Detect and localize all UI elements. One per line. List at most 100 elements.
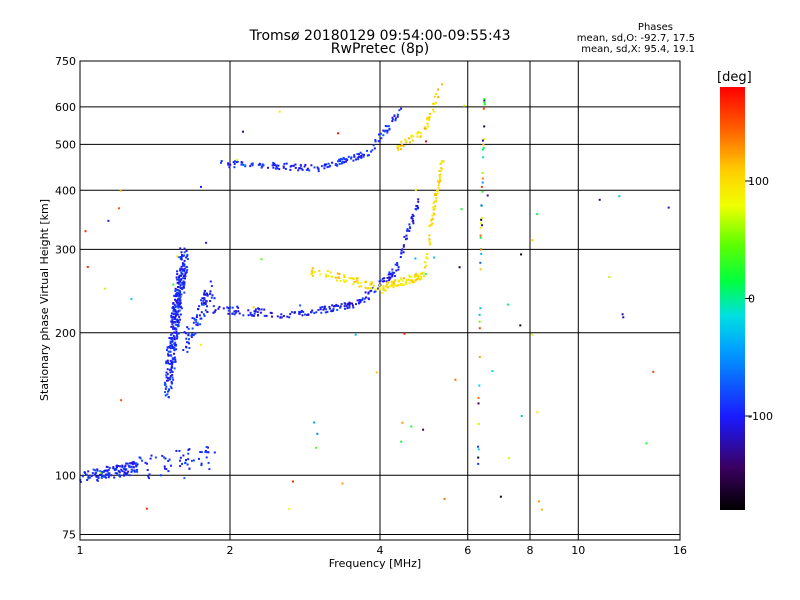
data-point: [188, 347, 191, 349]
data-point: [398, 145, 401, 148]
data-point: [348, 305, 351, 307]
y-tick-label: 300: [55, 243, 76, 256]
data-point: [188, 448, 191, 451]
data-point: [381, 291, 384, 294]
data-point: [187, 341, 190, 344]
data-point: [161, 454, 164, 457]
data-point: [210, 285, 213, 287]
data-point: [167, 350, 170, 353]
data-point: [185, 265, 188, 268]
data-point: [338, 162, 341, 165]
data-point: [130, 468, 133, 471]
data-point: [180, 251, 183, 254]
data-point: [300, 167, 303, 170]
data-point: [136, 463, 139, 466]
data-point: [167, 354, 170, 357]
data-point: [186, 350, 189, 353]
data-point: [107, 472, 110, 475]
data-point: [179, 296, 182, 299]
data-point: [177, 306, 180, 309]
data-point: [415, 278, 418, 281]
data-point: [405, 283, 408, 286]
data-point: [275, 165, 278, 168]
data-point: [175, 337, 178, 340]
data-point: [391, 116, 394, 119]
data-point: [424, 261, 427, 264]
data-point: [297, 169, 300, 172]
data-point: [167, 362, 170, 365]
data-point: [269, 311, 272, 314]
data-point: [200, 185, 202, 188]
data-point: [386, 286, 389, 289]
data-point: [292, 164, 295, 167]
data-point: [172, 327, 175, 330]
data-point: [195, 323, 198, 326]
data-point: [249, 313, 252, 316]
data-point: [598, 198, 601, 201]
data-point: [405, 140, 408, 143]
data-point: [173, 331, 176, 334]
data-point: [236, 305, 239, 308]
data-point: [352, 277, 355, 280]
data-point: [339, 158, 342, 161]
data-point: [288, 507, 291, 510]
data-point: [227, 312, 230, 315]
data-point: [367, 297, 370, 300]
data-point: [397, 268, 400, 271]
data-point: [180, 307, 183, 310]
data-point: [258, 162, 261, 165]
data-point: [179, 247, 182, 250]
data-point: [411, 278, 414, 281]
data-point: [176, 324, 179, 326]
data-point: [405, 234, 408, 237]
data-point: [273, 162, 276, 165]
data-point: [310, 311, 313, 314]
data-point: [116, 466, 118, 469]
data-point: [172, 313, 175, 316]
data-point: [373, 147, 376, 150]
data-point: [276, 167, 279, 170]
data-point: [121, 465, 124, 468]
data-point: [432, 206, 435, 209]
data-point: [328, 307, 331, 310]
data-point: [95, 471, 98, 474]
data-point: [361, 297, 364, 300]
data-point: [432, 108, 435, 111]
data-point: [191, 333, 194, 336]
data-point: [319, 308, 322, 311]
data-point: [348, 277, 351, 280]
data-point: [338, 276, 340, 279]
data-point: [422, 428, 425, 431]
data-point: [388, 277, 391, 280]
data-point: [177, 298, 180, 301]
data-point: [316, 166, 319, 169]
data-point: [388, 271, 391, 274]
data-point: [409, 141, 411, 144]
data-point: [166, 349, 168, 351]
data-point: [345, 305, 348, 307]
data-point: [204, 449, 207, 452]
data-point: [167, 390, 169, 393]
data-point: [176, 321, 179, 323]
data-point: [341, 161, 344, 164]
data-point: [203, 292, 206, 295]
data-point: [436, 180, 439, 183]
data-point: [483, 98, 486, 101]
data-point: [323, 307, 326, 310]
data-point: [176, 292, 179, 295]
data-point: [428, 238, 431, 241]
data-point: [132, 466, 135, 469]
data-point: [389, 285, 392, 287]
data-point: [181, 269, 184, 272]
data-point: [181, 277, 184, 280]
data-point: [424, 266, 426, 269]
data-point: [170, 354, 173, 357]
data-point: [182, 454, 185, 457]
data-point: [378, 287, 381, 289]
data-point: [173, 361, 176, 364]
data-point: [419, 136, 422, 138]
data-point: [403, 277, 405, 280]
data-point: [129, 465, 132, 468]
data-point: [282, 165, 285, 168]
data-point: [348, 306, 351, 309]
